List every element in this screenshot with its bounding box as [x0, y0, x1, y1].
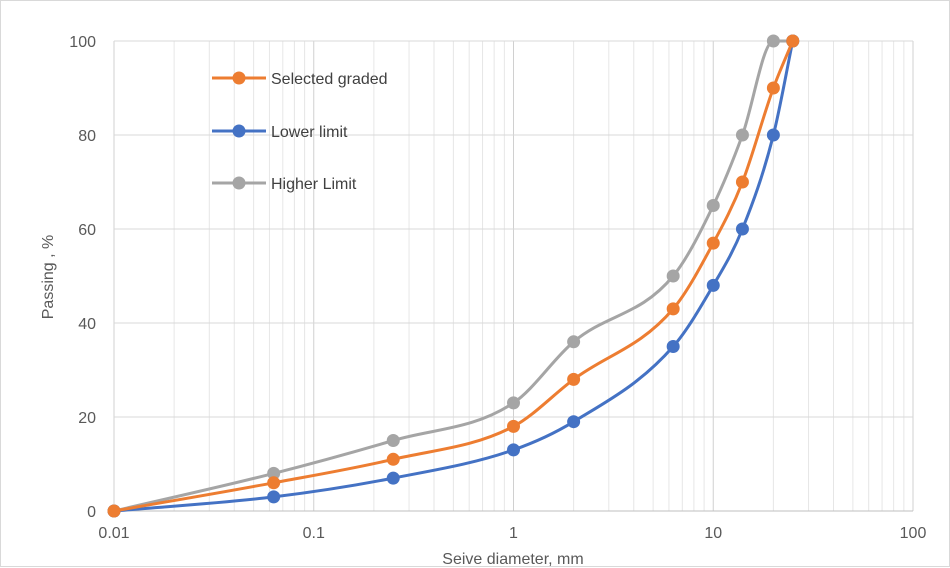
- data-point-lower-limit: [507, 443, 520, 457]
- y-tick-label: 40: [78, 316, 96, 333]
- x-tick-label: 10: [704, 525, 722, 542]
- y-tick-label: 80: [78, 128, 96, 145]
- data-point-lower-limit: [567, 415, 581, 429]
- series-line-selected-graded: [113, 40, 795, 513]
- data-point-lower-limit: [267, 490, 281, 504]
- data-point-selected-graded: [666, 302, 680, 316]
- data-point-selected-graded: [706, 236, 720, 250]
- series-line-higher-limit: [113, 39, 793, 513]
- data-point-lower-limit: [735, 222, 749, 236]
- data-point-higher-limit: [267, 466, 281, 480]
- data-point-higher-limit: [735, 128, 749, 142]
- data-point-selected-graded: [267, 476, 281, 490]
- legend-label-higher-limit: Higher Limit: [271, 176, 357, 193]
- data-point-higher-limit: [706, 199, 720, 212]
- x-axis-title: Seive diameter, mm: [442, 551, 583, 568]
- y-tick-label: 20: [78, 410, 96, 427]
- series-selected-graded: [107, 34, 800, 518]
- legend-label-lower-limit: Lower limit: [271, 124, 348, 141]
- legend-entry-higher-limit: Higher Limit: [212, 176, 357, 193]
- data-point-lower-limit: [766, 128, 780, 142]
- data-point-higher-limit: [507, 396, 520, 410]
- data-point-higher-limit: [666, 269, 680, 283]
- legend-entry-lower-limit: Lower limit: [212, 124, 348, 141]
- data-point-selected-graded: [507, 419, 520, 433]
- y-tick-label: 100: [69, 34, 96, 51]
- data-point-lower-limit: [706, 278, 720, 292]
- data-point-selected-graded: [567, 372, 581, 386]
- data-point-higher-limit: [567, 335, 581, 349]
- data-point-selected-graded: [107, 504, 121, 518]
- legend-label-selected-graded: Selected graded: [271, 71, 388, 88]
- data-point-selected-graded: [735, 175, 749, 189]
- legend-marker-higher-limit: [232, 176, 246, 190]
- data-point-lower-limit: [666, 340, 680, 353]
- y-tick-label: 0: [87, 504, 96, 521]
- legend-entry-selected-graded: Selected graded: [212, 71, 388, 88]
- gridlines: [113, 40, 914, 512]
- data-point-selected-graded: [386, 452, 400, 466]
- data-point-selected-graded: [766, 81, 780, 95]
- data-point-higher-limit: [766, 34, 780, 48]
- legend-marker-lower-limit: [232, 124, 246, 138]
- data-point-lower-limit: [386, 471, 400, 485]
- y-tick-label: 60: [78, 222, 96, 239]
- data-point-higher-limit: [386, 434, 400, 447]
- legend-marker-selected-graded: [232, 71, 246, 85]
- x-tick-label: 0.01: [98, 525, 129, 542]
- x-tick-label: 100: [900, 525, 927, 542]
- x-tick-label: 1: [509, 525, 518, 542]
- data-point-selected-graded: [786, 34, 800, 48]
- tick-labels: 0.01 0.1 1 10 100 0 20 40 60 80 100: [69, 34, 926, 542]
- series-line-lower-limit: [113, 40, 795, 513]
- series-lines: [107, 34, 800, 518]
- x-tick-label: 0.1: [303, 525, 325, 542]
- y-axis-title: Passing , %: [40, 235, 57, 319]
- legend: Selected graded Lower limit Higher Limit: [212, 71, 388, 193]
